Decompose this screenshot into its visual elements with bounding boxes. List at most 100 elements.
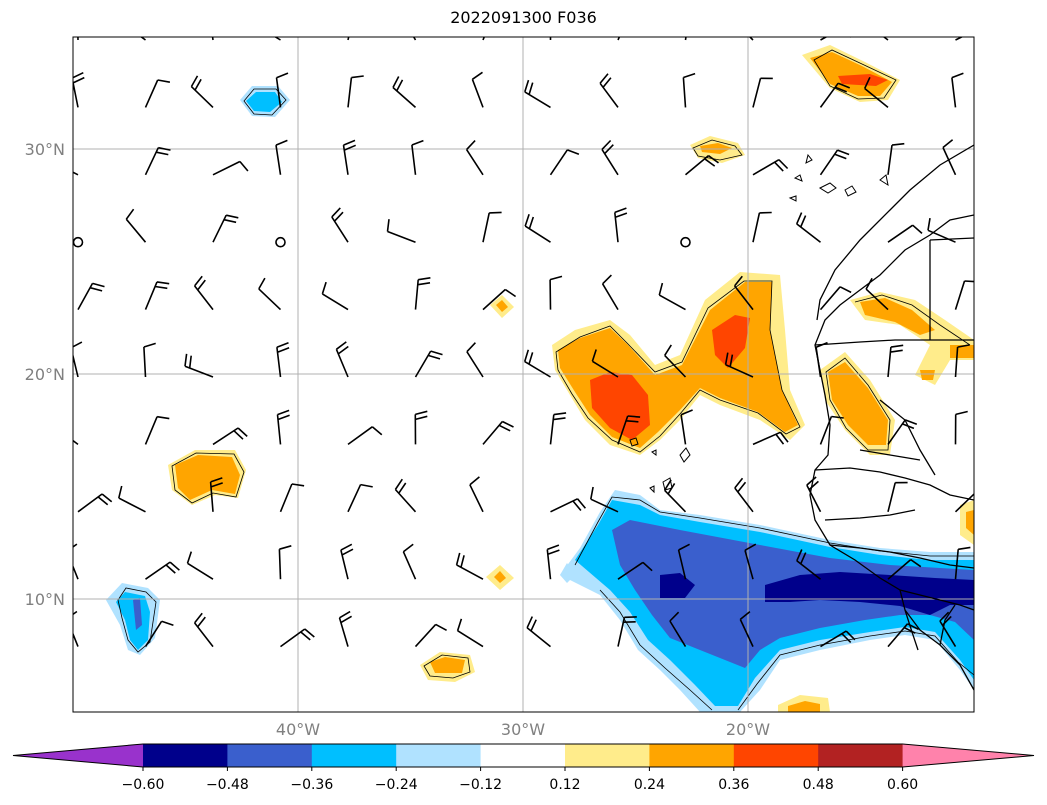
wind-barb [258, 277, 282, 311]
wind-barb [209, 477, 223, 512]
wind-barb [819, 415, 844, 445]
wind-barb [193, 612, 214, 648]
positive-anomaly-north [690, 45, 900, 163]
wind-barb [954, 344, 970, 378]
colorbar-tick-label: −0.60 [122, 777, 165, 793]
wind-barb [819, 82, 851, 108]
wind-barb [882, 37, 889, 41]
colorbar-tick-label: 0.12 [549, 777, 580, 793]
wind-barb [549, 275, 563, 310]
lon-label-40w: 40°W [276, 720, 320, 739]
colorbar-tick-label: 0.36 [718, 777, 749, 793]
wind-barb [614, 207, 628, 243]
wind-barb [335, 341, 349, 378]
colorbar-tick-label: −0.36 [290, 777, 333, 793]
colorbar-segment [311, 744, 397, 767]
colorbar-segment [227, 744, 313, 767]
wind-barb [143, 342, 156, 378]
lat-label-10n: 10°N [25, 590, 65, 609]
wind-barb [684, 154, 719, 176]
wind-barb [471, 71, 484, 108]
wind-barb [412, 37, 417, 41]
wind-barb [680, 409, 693, 445]
wind-barb [340, 543, 354, 580]
wind-barb [280, 628, 315, 648]
wind-barb [469, 476, 484, 513]
wind-barb [212, 160, 249, 176]
wind-barb [342, 139, 357, 175]
wind-barb [865, 277, 889, 311]
wind-barb [819, 286, 852, 311]
wind-barb [125, 208, 147, 243]
wind-barb [482, 211, 502, 243]
wind-barb [276, 342, 290, 378]
wind-barb [677, 543, 690, 580]
lat-label-20n: 20°N [25, 365, 65, 384]
wind-barb [144, 281, 170, 310]
wind-barb [820, 37, 852, 41]
coastlines [809, 144, 974, 691]
wind-barb [954, 546, 971, 580]
latitude-labels: 30°N 20°N 10°N [25, 140, 65, 609]
wind-barb [669, 611, 687, 648]
wind-barb [942, 139, 957, 176]
wind-barb [73, 543, 79, 580]
wind-barb [193, 275, 214, 311]
wind-barbs [73, 37, 974, 648]
wind-barb [733, 275, 754, 311]
wind-barb [275, 72, 289, 108]
colorbar-tick-label: 0.60 [887, 777, 918, 793]
wind-barb [752, 431, 789, 446]
wind-barb [279, 483, 305, 513]
wind-barb [951, 72, 964, 108]
wind-barb [549, 37, 552, 41]
wind-barb [863, 76, 889, 109]
gridlines [73, 37, 974, 712]
wind-barb [796, 549, 821, 580]
colorbar-extend-min [13, 744, 143, 767]
wind-barb [414, 623, 447, 648]
wind-barb [887, 481, 908, 512]
lon-label-20w: 20°W [726, 720, 770, 739]
wind-barb [212, 214, 239, 243]
colorbar-segment [396, 744, 482, 767]
colorbar-segment [649, 744, 735, 767]
wind-barb [482, 37, 486, 41]
wind-barb [144, 415, 170, 445]
wind-barb [77, 493, 113, 513]
wind-barb [806, 476, 822, 513]
wind-barb [954, 280, 974, 310]
wind-barb [140, 37, 146, 41]
wind-barb [73, 171, 79, 176]
wind-barb [73, 71, 85, 108]
wind-barb [278, 545, 292, 580]
wind-barb [347, 483, 373, 513]
wind-barb [144, 620, 174, 648]
wind-barb [601, 139, 619, 176]
wind-barb [684, 37, 687, 41]
wind-barb [748, 37, 754, 41]
wind-barb [524, 79, 551, 109]
wind-barb [617, 616, 637, 647]
wind-barb [752, 159, 789, 176]
wind-barb [546, 544, 560, 580]
wind-barb [939, 611, 957, 648]
negative-anomaly-south [560, 490, 974, 712]
wind-barb [414, 277, 431, 310]
colorbar-extend-max [902, 744, 1034, 767]
wind-barb [744, 543, 757, 580]
wind-barb [392, 76, 417, 108]
wind-barb [394, 478, 417, 513]
wind-barb [273, 37, 281, 41]
wind-barb [752, 211, 772, 243]
wind-barb [734, 477, 754, 513]
wind-barb [331, 207, 349, 243]
lon-label-30w: 30°W [501, 720, 545, 739]
wind-barb [523, 349, 551, 378]
wind-barb [77, 282, 105, 310]
wind-barb [954, 410, 968, 445]
calm-wind-marker [73, 236, 84, 248]
calm-wind-marker [680, 236, 691, 248]
wind-barb [186, 551, 214, 580]
